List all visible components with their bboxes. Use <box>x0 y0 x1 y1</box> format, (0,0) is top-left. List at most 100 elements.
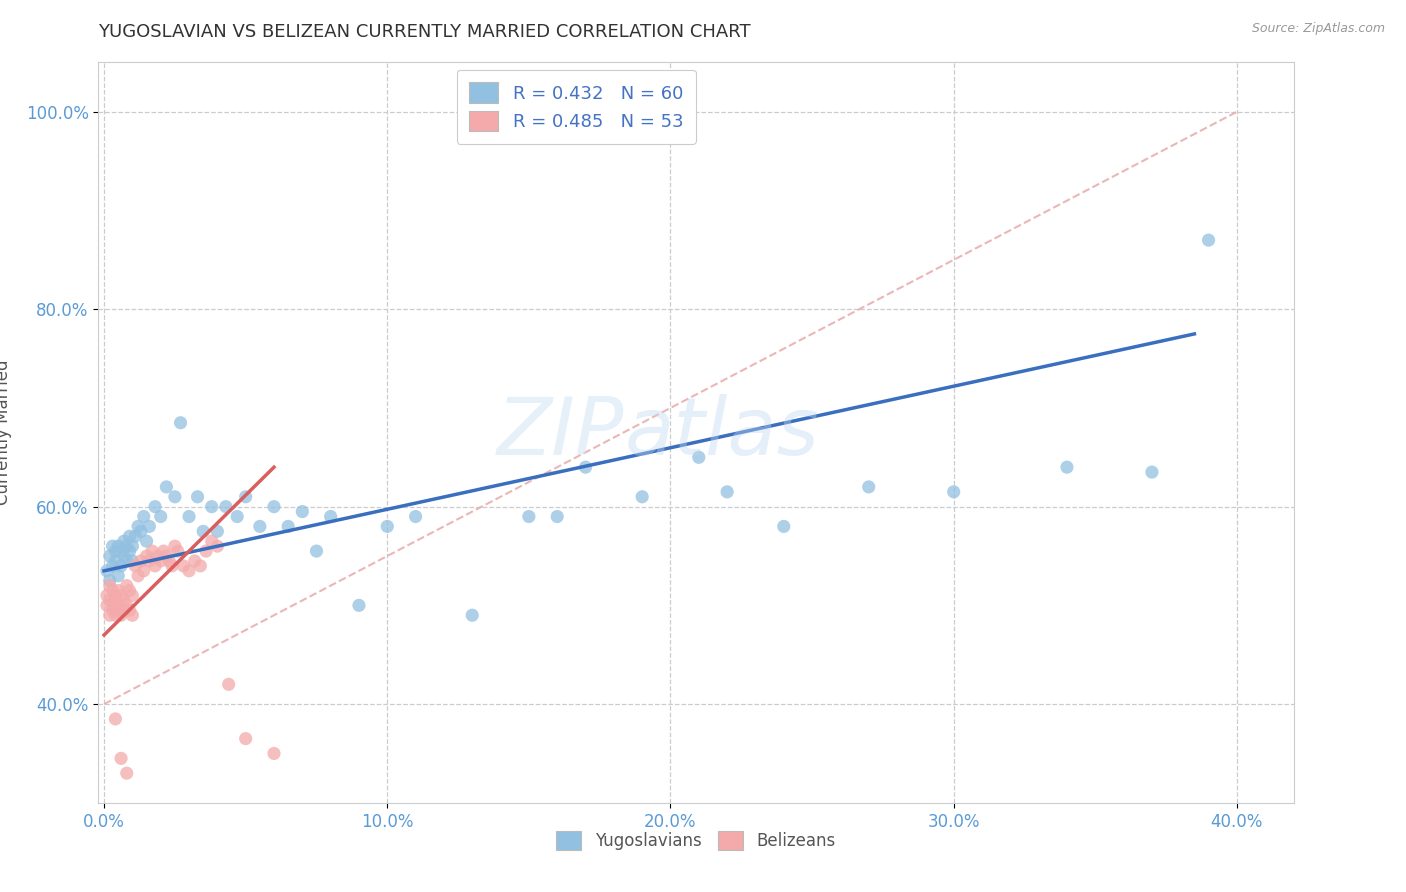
Point <box>201 534 224 549</box>
Point <box>135 549 157 563</box>
Point <box>169 416 191 430</box>
Point <box>235 490 257 504</box>
Point <box>127 568 149 582</box>
Point <box>207 524 229 539</box>
Point <box>166 544 188 558</box>
Point <box>858 480 880 494</box>
Point <box>124 558 146 573</box>
Point <box>152 544 174 558</box>
Point <box>115 766 138 780</box>
Point <box>149 509 172 524</box>
Point <box>517 509 540 524</box>
Point <box>112 534 135 549</box>
Point <box>96 599 118 613</box>
Point <box>546 509 568 524</box>
Point <box>112 603 135 617</box>
Point <box>942 484 965 499</box>
Point <box>263 500 285 514</box>
Point <box>104 712 127 726</box>
Point <box>631 490 654 504</box>
Point <box>135 534 157 549</box>
Point <box>1056 460 1078 475</box>
Point <box>110 544 132 558</box>
Text: atlas: atlas <box>624 393 820 472</box>
Point <box>190 558 212 573</box>
Point <box>112 549 135 563</box>
Point <box>177 564 200 578</box>
Point <box>138 519 160 533</box>
Point <box>107 568 129 582</box>
Point <box>118 529 141 543</box>
Point <box>215 500 238 514</box>
Point <box>235 731 257 746</box>
Point <box>107 603 129 617</box>
Point <box>1140 465 1163 479</box>
Point <box>115 554 138 568</box>
Point <box>129 554 152 568</box>
Point <box>104 593 127 607</box>
Point <box>172 558 194 573</box>
Point <box>138 554 160 568</box>
Point <box>121 554 143 568</box>
Point <box>195 544 218 558</box>
Point <box>183 554 205 568</box>
Point <box>375 519 398 533</box>
Point <box>155 480 177 494</box>
Point <box>177 509 200 524</box>
Point <box>249 519 271 533</box>
Point <box>98 574 121 588</box>
Point <box>163 490 186 504</box>
Point <box>118 603 141 617</box>
Point <box>163 539 186 553</box>
Point <box>129 524 152 539</box>
Point <box>107 583 129 598</box>
Point <box>160 558 183 573</box>
Point <box>98 579 121 593</box>
Point <box>132 509 155 524</box>
Point <box>104 554 127 568</box>
Point <box>101 599 124 613</box>
Point <box>226 509 249 524</box>
Point <box>143 558 166 573</box>
Point <box>110 608 132 623</box>
Point <box>574 460 596 475</box>
Point <box>115 539 138 553</box>
Point <box>118 583 141 598</box>
Point <box>186 490 208 504</box>
Point <box>277 519 299 533</box>
Y-axis label: Currently Married: Currently Married <box>0 359 11 506</box>
Point <box>155 549 177 563</box>
Point <box>101 558 124 573</box>
Point <box>115 599 138 613</box>
Point <box>115 579 138 593</box>
Legend: Yugoslavians, Belizeans: Yugoslavians, Belizeans <box>557 830 835 850</box>
Point <box>101 603 124 617</box>
Point <box>107 539 129 553</box>
Point <box>121 589 143 603</box>
Point <box>101 539 124 553</box>
Point <box>146 549 169 563</box>
Point <box>143 500 166 514</box>
Point <box>112 593 135 607</box>
Point <box>688 450 710 465</box>
Point <box>98 549 121 563</box>
Point <box>347 599 370 613</box>
Point <box>98 608 121 623</box>
Point <box>104 544 127 558</box>
Point <box>118 544 141 558</box>
Text: YUGOSLAVIAN VS BELIZEAN CURRENTLY MARRIED CORRELATION CHART: YUGOSLAVIAN VS BELIZEAN CURRENTLY MARRIE… <box>98 23 751 41</box>
Text: Source: ZipAtlas.com: Source: ZipAtlas.com <box>1251 22 1385 36</box>
Point <box>127 519 149 533</box>
Point <box>149 554 172 568</box>
Point <box>110 589 132 603</box>
Point <box>405 509 427 524</box>
Point <box>98 593 121 607</box>
Point <box>218 677 240 691</box>
Point <box>193 524 215 539</box>
Point <box>319 509 342 524</box>
Point <box>101 583 124 598</box>
Point <box>291 505 314 519</box>
Point <box>110 558 132 573</box>
Point <box>96 589 118 603</box>
Point <box>104 608 127 623</box>
